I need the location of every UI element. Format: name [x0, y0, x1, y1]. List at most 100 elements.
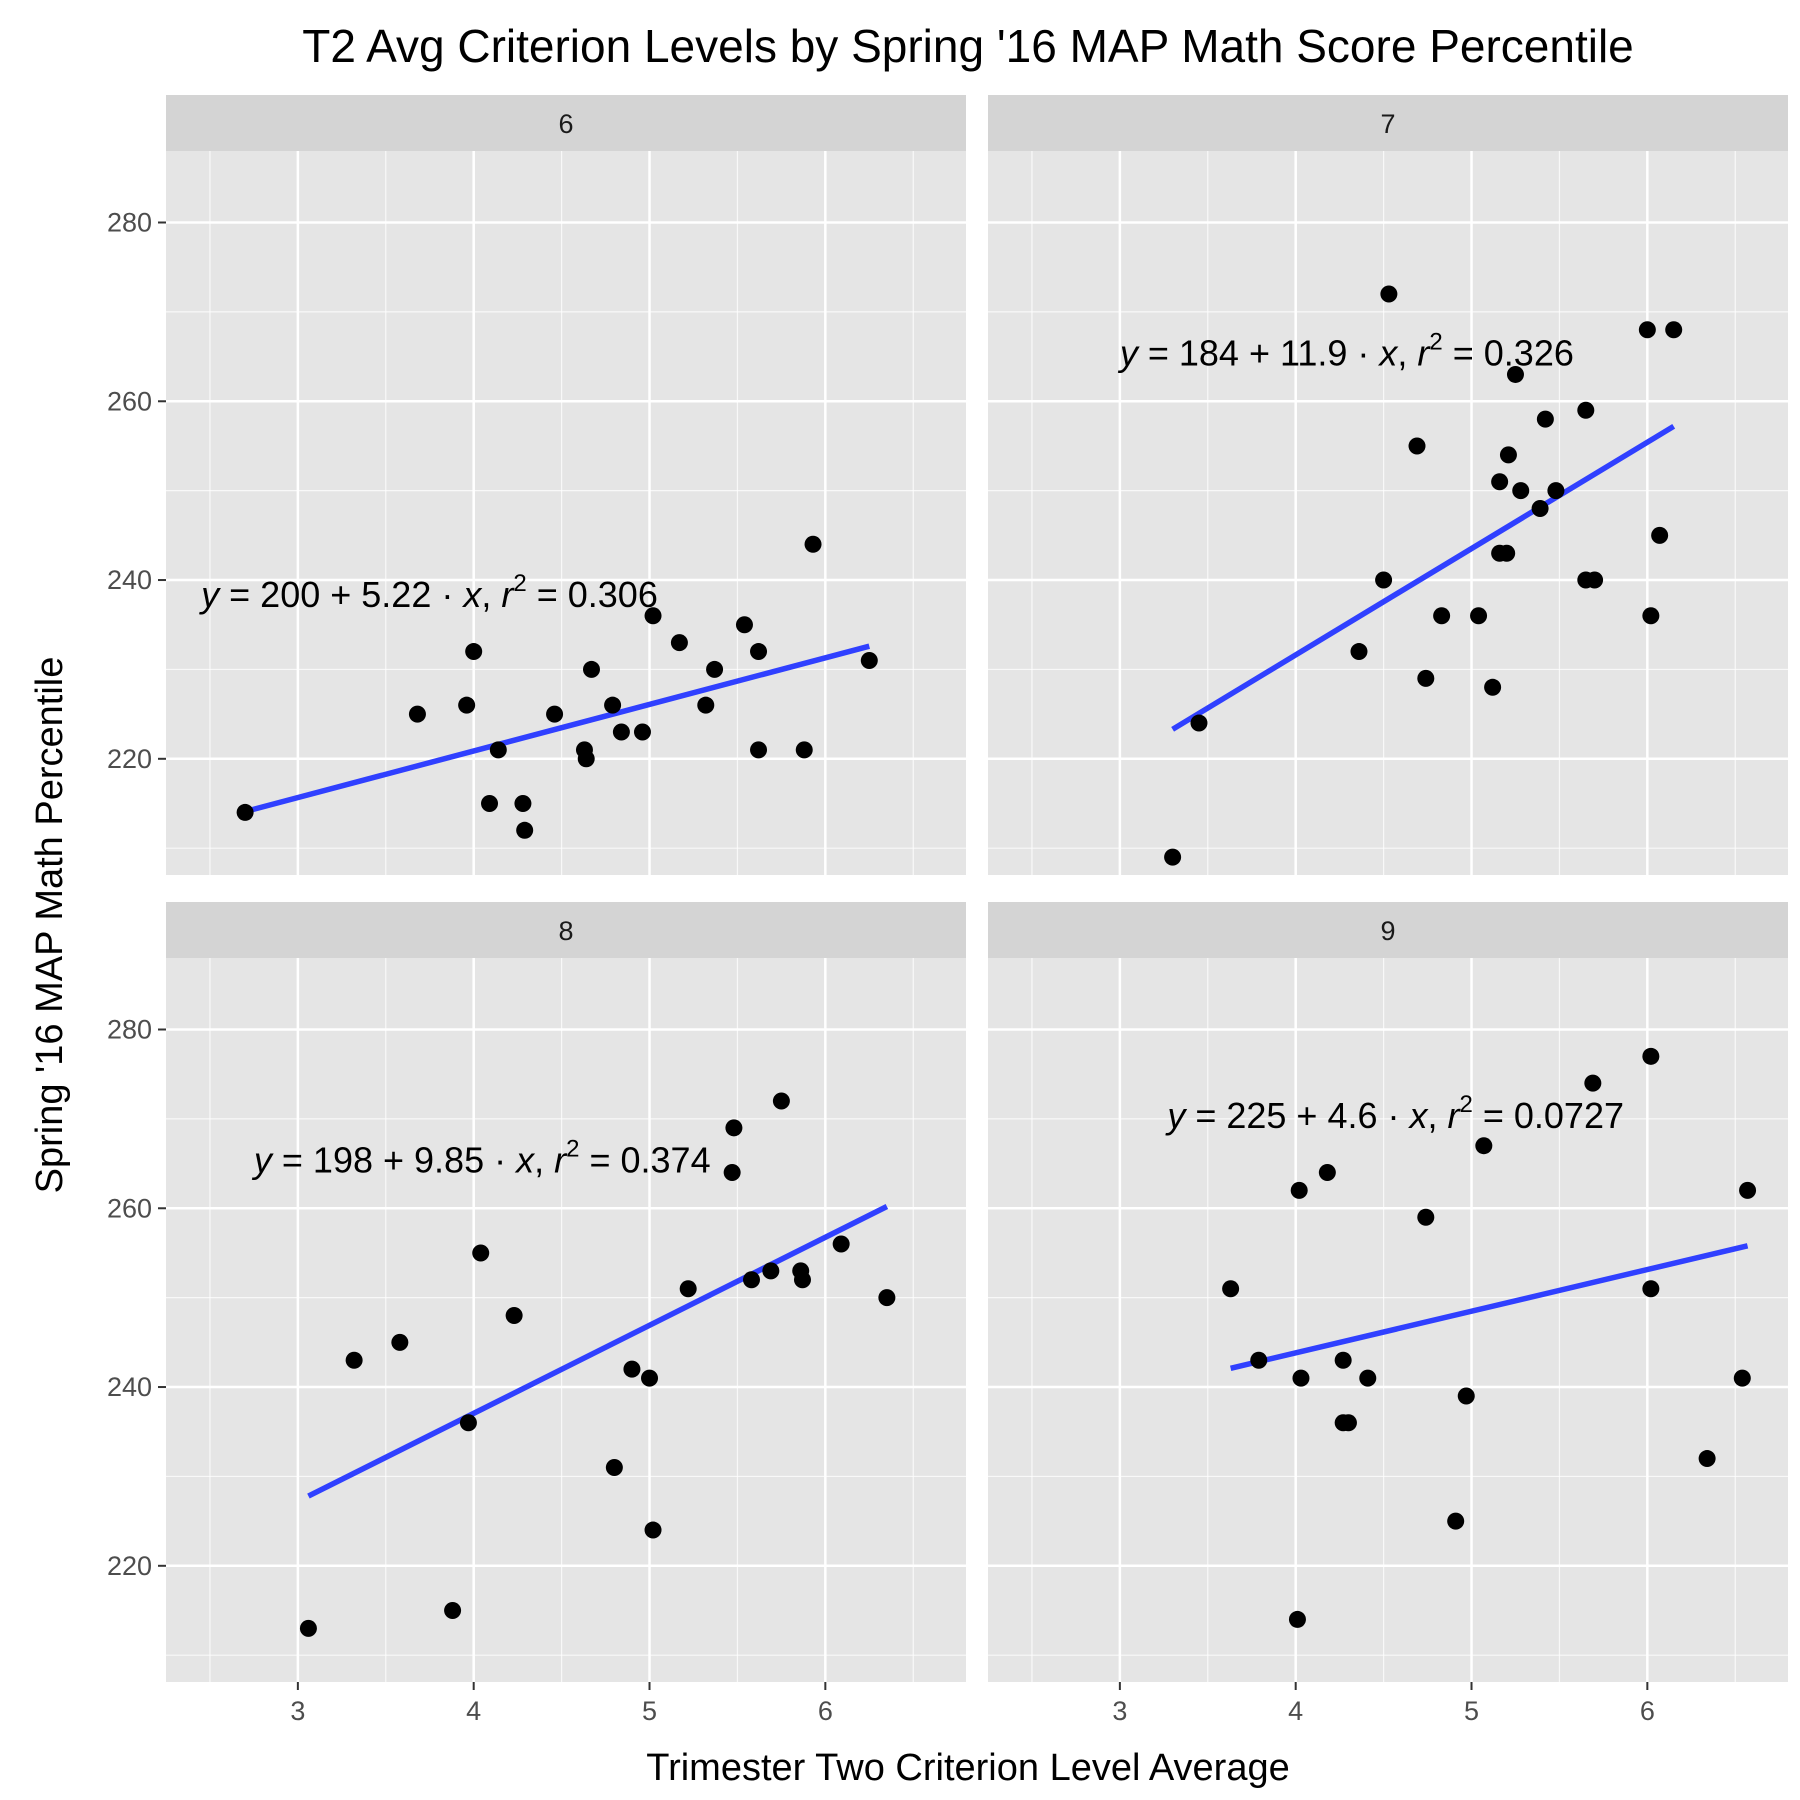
- facet-panel-6: 6 220 240 260 280 y = 200 + 5.22 · x, r2 = 0.…: [107, 95, 966, 875]
- data-point: [1408, 437, 1426, 455]
- data-point: [1447, 1512, 1465, 1530]
- data-point: [878, 1289, 896, 1307]
- data-point: [1547, 482, 1565, 500]
- data-point: [1318, 1164, 1336, 1182]
- data-point: [546, 705, 564, 723]
- panel-background: [988, 958, 1788, 1682]
- data-point: [804, 535, 822, 553]
- facet-panel-8: 8 220 240 260 280 3 4 5 6 y = 198 + 9.85 · x, r2 …: [107, 902, 966, 1726]
- data-point: [1651, 526, 1669, 544]
- x-tick-label: 5: [1464, 1696, 1479, 1726]
- y-axis-title: Spring '16 MAP Math Percentile: [29, 657, 71, 1194]
- facet-panel-9: 9 3 4 5 6 y = 225 + 4.6 · x, r2 = 0.0727: [988, 902, 1788, 1726]
- data-point: [236, 803, 254, 821]
- data-point: [644, 607, 662, 625]
- data-point: [1190, 714, 1208, 732]
- data-point: [670, 634, 688, 652]
- data-point: [762, 1262, 780, 1280]
- data-point: [1334, 1351, 1352, 1369]
- facet-strip: [988, 95, 1788, 151]
- data-point: [735, 616, 753, 634]
- y-tick-label: 240: [107, 1372, 152, 1402]
- facet-strip-label: 7: [1380, 109, 1395, 139]
- data-point: [1292, 1369, 1310, 1387]
- facet-strip: [166, 95, 966, 151]
- x-tick-label: 5: [642, 1696, 657, 1726]
- data-point: [1433, 607, 1451, 625]
- chart-title: T2 Avg Criterion Levels by Spring '16 MA…: [302, 20, 1634, 72]
- x-tick-label: 6: [818, 1696, 833, 1726]
- data-point: [742, 1271, 760, 1289]
- data-point: [516, 821, 534, 839]
- data-point: [1733, 1369, 1751, 1387]
- data-point: [1698, 1450, 1716, 1468]
- data-point: [391, 1333, 409, 1351]
- data-point: [604, 696, 622, 714]
- y-tick-label: 220: [107, 744, 152, 774]
- regression-equation: y = 198 + 9.85 · x, r2 = 0.374: [251, 1136, 711, 1181]
- data-point: [1536, 410, 1554, 428]
- data-point: [633, 723, 651, 741]
- facet-panels: 6 220 240 260 280 y = 200 + 5.22 · x, r2 = 0.…: [107, 95, 1788, 1726]
- data-point: [679, 1280, 697, 1298]
- data-point: [345, 1351, 363, 1369]
- data-point: [1531, 500, 1549, 518]
- regression-equation: y = 200 + 5.22 · x, r2 = 0.306: [198, 570, 658, 615]
- data-point: [1457, 1387, 1475, 1405]
- facet-strip-label: 9: [1380, 916, 1395, 946]
- x-tick-label: 6: [1640, 1696, 1655, 1726]
- data-point: [1484, 678, 1502, 696]
- y-tick-label: 280: [107, 208, 152, 238]
- data-point: [1375, 571, 1393, 589]
- data-point: [1470, 607, 1488, 625]
- data-point: [1739, 1181, 1757, 1199]
- panel-background: [988, 151, 1788, 875]
- data-point: [1288, 1610, 1306, 1628]
- data-point: [750, 741, 768, 759]
- y-tick-label: 260: [107, 1193, 152, 1223]
- facet-strip-label: 6: [558, 109, 573, 139]
- data-point: [1350, 643, 1368, 661]
- data-point: [1584, 1074, 1602, 1092]
- panel-background: [166, 151, 966, 875]
- data-point: [1339, 1414, 1357, 1432]
- data-point: [1586, 571, 1604, 589]
- facet-strip: [988, 902, 1788, 958]
- x-tick-label: 3: [290, 1696, 305, 1726]
- data-point: [1512, 482, 1530, 500]
- regression-line: [1230, 1243, 1749, 1371]
- regression-equation: y = 225 + 4.6 · x, r2 = 0.0727: [1164, 1091, 1624, 1136]
- regression-line: [244, 643, 871, 815]
- data-point: [577, 750, 595, 768]
- data-point: [1577, 401, 1595, 419]
- regression-equation: y = 184 + 11.9 · x, r2 = 0.326: [1117, 329, 1574, 374]
- data-point: [1475, 1137, 1493, 1155]
- facet-strip-label: 8: [558, 916, 573, 946]
- data-point: [605, 1458, 623, 1476]
- data-point: [1380, 285, 1398, 303]
- data-point: [795, 741, 813, 759]
- data-point: [697, 696, 715, 714]
- data-point: [465, 643, 483, 661]
- data-point: [1417, 669, 1435, 687]
- data-point: [725, 1119, 743, 1137]
- regression-line: [1171, 423, 1676, 732]
- data-point: [1498, 544, 1516, 562]
- data-point: [860, 651, 878, 669]
- data-point: [612, 723, 630, 741]
- data-point: [723, 1164, 741, 1182]
- data-point: [832, 1235, 850, 1253]
- data-point: [299, 1619, 317, 1637]
- data-point: [582, 660, 600, 678]
- y-tick-label: 220: [107, 1551, 152, 1581]
- data-point: [1642, 1047, 1660, 1065]
- data-point: [1290, 1181, 1308, 1199]
- data-point: [1642, 607, 1660, 625]
- x-tick-label: 4: [1288, 1696, 1303, 1726]
- data-point: [444, 1601, 462, 1619]
- data-point: [641, 1369, 659, 1387]
- data-point: [1164, 848, 1182, 866]
- data-point: [481, 794, 499, 812]
